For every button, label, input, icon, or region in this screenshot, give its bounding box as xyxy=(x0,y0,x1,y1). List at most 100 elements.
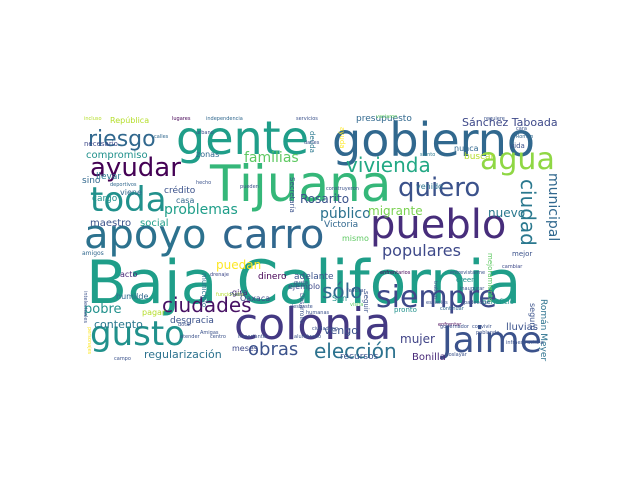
word-22: populares xyxy=(382,241,461,260)
word-14: quiero xyxy=(398,173,481,203)
word-55: buscar xyxy=(464,152,495,162)
word-93: vaciaron xyxy=(376,114,398,120)
word-111: gobernador xyxy=(440,324,469,330)
word-113: continuar xyxy=(440,306,464,312)
word-126: calles xyxy=(154,134,169,140)
word-39: vengo xyxy=(324,324,358,337)
word-19: ciudad xyxy=(516,179,540,246)
word-66: San xyxy=(332,294,348,303)
word-53: nunca xyxy=(454,144,479,153)
word-131: recursos xyxy=(340,352,379,362)
word-129: Puedo xyxy=(230,292,246,298)
word-cloud: Baja California Tijuana gobierno gente colon… xyxy=(80,113,560,367)
word-87: urbano xyxy=(196,130,214,136)
word-36: compromiso xyxy=(86,150,148,161)
word-92: siento xyxy=(420,152,436,158)
word-69: creen xyxy=(456,276,476,284)
word-57: casa xyxy=(176,196,195,205)
word-62: meses xyxy=(232,344,258,353)
word-51: adelante xyxy=(294,272,334,282)
word-89: deportivos xyxy=(110,182,137,188)
word-109: poblando xyxy=(476,330,500,336)
word-17: vivienda xyxy=(346,153,431,177)
word-116: alumbrado xyxy=(294,334,322,340)
word-74: necesario xyxy=(84,140,118,148)
word-86: servicios xyxy=(296,116,318,122)
word-48: cargo xyxy=(92,194,118,204)
word-95: cara xyxy=(516,126,527,132)
word-37: maestro xyxy=(90,218,132,229)
word-34: regularización xyxy=(144,348,222,361)
word-10: toda xyxy=(90,180,167,220)
word-108: enfrentar xyxy=(438,322,462,328)
word-29: nuevo xyxy=(488,206,526,220)
word-18: sólo xyxy=(322,279,363,303)
word-99: entrevistarme xyxy=(450,270,486,276)
word-79: Secretaría xyxy=(288,177,296,213)
word-6: carro xyxy=(222,212,325,258)
word-115: Amigas xyxy=(200,330,219,336)
word-4: colonia xyxy=(234,299,392,350)
word-21: obras xyxy=(248,339,299,360)
word-128: dotar xyxy=(178,322,192,328)
word-61: acto xyxy=(120,270,138,279)
word-31: puedan xyxy=(216,258,262,272)
word-119: atender xyxy=(180,334,200,340)
word-100: inaugurar xyxy=(460,286,485,292)
word-65: gira xyxy=(232,288,248,297)
word-44: Bonilla xyxy=(412,352,446,363)
word-101: drenaje xyxy=(210,272,229,278)
word-9: gusto xyxy=(90,314,185,354)
word-46: presupuesto xyxy=(356,114,412,124)
word-41: mismo xyxy=(342,234,369,243)
word-70: pronto xyxy=(394,306,417,314)
word-33: Sánchez Taboada xyxy=(462,116,558,129)
word-123: soslayar xyxy=(446,352,467,358)
word-110: infraestructura xyxy=(506,340,544,346)
word-27: pobre xyxy=(84,302,122,317)
word-28: mujer xyxy=(400,332,435,346)
word-49: pagar xyxy=(142,308,166,317)
word-82: ayuda xyxy=(338,127,346,149)
word-90: hecho xyxy=(196,180,212,186)
word-63: humilde xyxy=(116,292,149,301)
word-81: deuda xyxy=(308,131,316,153)
word-15: riesgo xyxy=(88,127,156,152)
word-125: personajes xyxy=(86,327,92,355)
word-64: Oaxaca xyxy=(240,294,271,303)
word-94: requiere xyxy=(484,116,505,122)
word-67: seguir xyxy=(362,291,370,313)
word-75: amigos xyxy=(82,250,104,257)
word-121: importante xyxy=(238,334,266,340)
word-59: sino xyxy=(82,176,101,186)
word-42: lluvias xyxy=(506,322,538,333)
word-84: independencia xyxy=(206,116,243,122)
word-73: República xyxy=(110,116,150,125)
word-77: vida xyxy=(510,142,525,150)
word-38: social xyxy=(140,218,169,229)
word-107: padecerse xyxy=(464,300,491,306)
word-118: humanas xyxy=(306,310,330,316)
word-56: crédito xyxy=(164,186,196,196)
word-124: intelectuales xyxy=(82,291,88,324)
word-50: dinero xyxy=(258,272,287,282)
word-88: incluso xyxy=(84,116,102,122)
word-54: venido xyxy=(416,182,443,191)
word-13: ayudar xyxy=(90,153,181,183)
word-102: funcionaba xyxy=(216,292,244,298)
word-16: ciudades xyxy=(162,293,252,317)
word-52: ejemplo xyxy=(288,282,321,291)
word-7: pueblo xyxy=(370,202,507,248)
word-130: desbaste xyxy=(290,304,313,310)
word-60: viene xyxy=(120,188,142,197)
word-76: municipio xyxy=(200,273,208,308)
word-11: siempre xyxy=(376,280,497,315)
word-112: convivir xyxy=(472,324,492,330)
word-98: enfrentarios xyxy=(380,270,411,276)
word-104: gusta xyxy=(294,280,308,286)
word-45: Román Meyer xyxy=(538,299,548,362)
word-12: agua xyxy=(480,142,555,177)
word-91: pueden xyxy=(240,184,259,190)
word-127: darles xyxy=(304,140,320,146)
word-103: Felicitar xyxy=(346,288,366,294)
